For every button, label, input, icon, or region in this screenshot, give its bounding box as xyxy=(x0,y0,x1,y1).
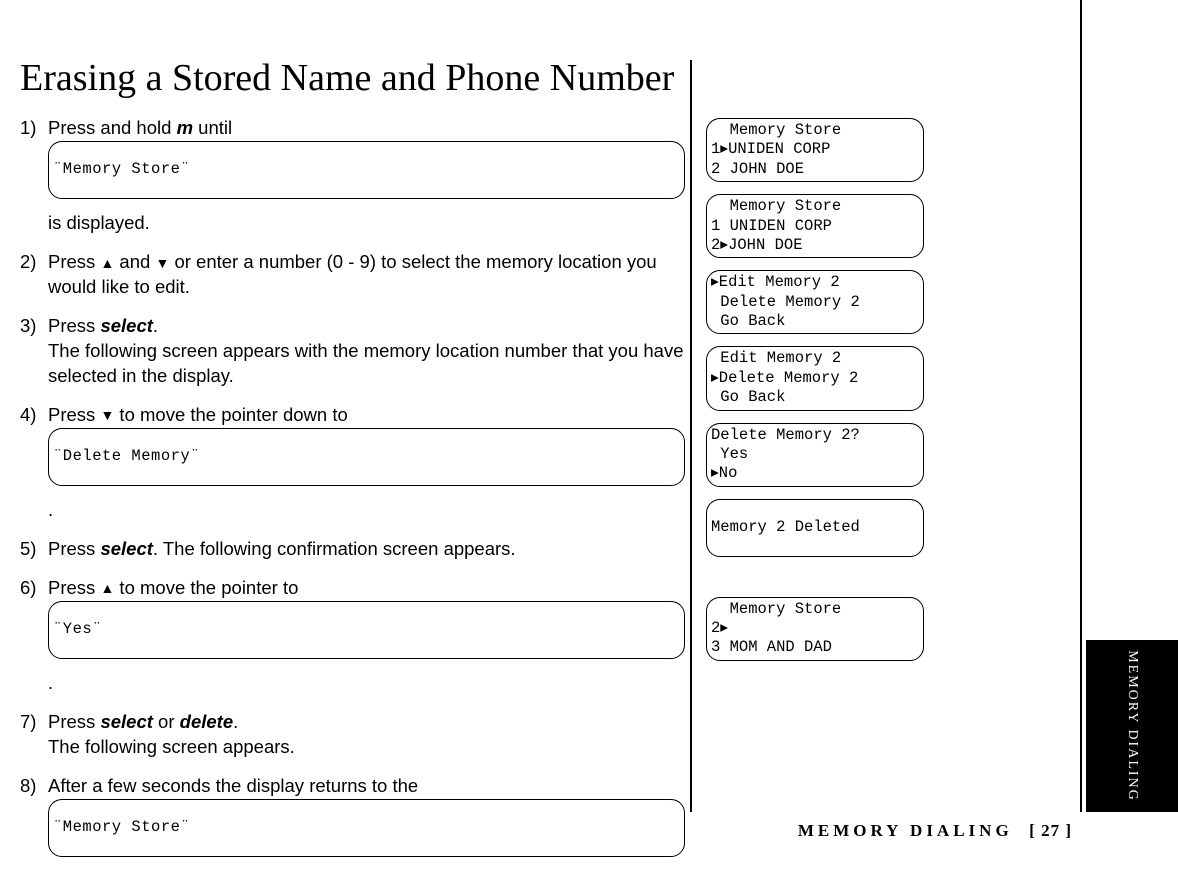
down-arrow-icon: ▼ xyxy=(100,406,114,425)
lcd-line: Go Back xyxy=(711,312,917,331)
lcd-line: Go Back xyxy=(711,388,917,407)
lcd-line: Delete Memory 2? xyxy=(711,426,917,445)
footer-page: [ 27 ] xyxy=(1029,821,1072,840)
text: The following screen appears with the me… xyxy=(48,340,684,386)
text: screen. xyxy=(48,870,109,873)
step-1: 1) Press and hold m until ¨Memory Store¨… xyxy=(20,116,685,236)
up-arrow-icon: ▲ xyxy=(100,254,114,273)
text: to move the pointer to xyxy=(114,577,298,598)
lcd-screen-4: Edit Memory 2 ▸Delete Memory 2 Go Back xyxy=(706,346,924,410)
step-number: 5) xyxy=(20,537,48,562)
lcd-line: Yes xyxy=(711,445,917,464)
step-number: 6) xyxy=(20,576,48,696)
lcd-line: 3 MOM AND DAD xyxy=(711,638,917,657)
page-title: Erasing a Stored Name and Phone Number xyxy=(20,56,674,100)
lcd-line: Memory Store xyxy=(711,121,917,140)
step-number: 1) xyxy=(20,116,48,236)
text: Press xyxy=(48,315,100,336)
text: . xyxy=(48,499,53,520)
step-7: 7) Press select or delete. The following… xyxy=(20,710,685,760)
text: . xyxy=(233,711,238,732)
footer-section: MEMORY DIALING xyxy=(798,821,1013,840)
down-arrow-icon: ▼ xyxy=(155,254,169,273)
step-number: 3) xyxy=(20,314,48,389)
step-text: Press select or delete. The following sc… xyxy=(48,710,685,760)
lcd-screen-1: Memory Store 1▸UNIDEN CORP 2 JOHN DOE xyxy=(706,118,924,182)
lcd-line: 2▸ xyxy=(711,619,917,638)
lcd-line: Memory Store xyxy=(711,600,917,619)
lcd-line: 2▸JOHN DOE xyxy=(711,236,917,255)
side-tab: MEMORY DIALING xyxy=(1086,640,1178,812)
lcd-line: 2 JOHN DOE xyxy=(711,160,917,179)
lcd-line: Delete Memory 2 xyxy=(711,293,917,312)
lcd-screen-3: ▸Edit Memory 2 Delete Memory 2 Go Back xyxy=(706,270,924,334)
lcd-line: ▸Delete Memory 2 xyxy=(711,369,917,388)
step-text: Press ▼ to move the pointer down to ¨Del… xyxy=(48,403,685,523)
step-text: Press ▲ and ▼ or enter a number (0 - 9) … xyxy=(48,250,685,300)
lcd-screens-column: Memory Store 1▸UNIDEN CORP 2 JOHN DOE Me… xyxy=(706,118,924,673)
text: . The following confirmation screen appe… xyxy=(153,538,516,559)
key-delete: delete xyxy=(180,711,233,732)
page-footer: MEMORY DIALING [ 27 ] xyxy=(798,821,1072,841)
text: or xyxy=(153,711,180,732)
text: and xyxy=(114,251,155,272)
text: After a few seconds the display returns … xyxy=(48,775,418,796)
step-text: Press select. The following confirmation… xyxy=(48,537,685,562)
step-text: Press select. The following screen appea… xyxy=(48,314,685,389)
step-4: 4) Press ▼ to move the pointer down to ¨… xyxy=(20,403,685,523)
lcd-screen-2: Memory Store 1 UNIDEN CORP 2▸JOHN DOE xyxy=(706,194,924,258)
key-select: select xyxy=(100,538,152,559)
lcd-screen-5: Delete Memory 2? Yes ▸No xyxy=(706,423,924,487)
rule-vertical-right xyxy=(1080,0,1082,812)
text: Press xyxy=(48,404,100,425)
lcd-line: ▸Edit Memory 2 xyxy=(711,273,917,292)
text: . xyxy=(153,315,158,336)
key-m: m xyxy=(177,117,193,138)
rule-vertical-mid xyxy=(690,60,692,812)
text: . xyxy=(48,672,53,693)
lcd-text: ¨Delete Memory¨ xyxy=(48,428,685,486)
lcd-screen-7: Memory Store 2▸ 3 MOM AND DAD xyxy=(706,597,924,661)
step-5: 5) Press select. The following confirmat… xyxy=(20,537,685,562)
text: Press xyxy=(48,251,100,272)
key-select: select xyxy=(100,315,152,336)
instruction-list: 1) Press and hold m until ¨Memory Store¨… xyxy=(20,116,685,873)
lcd-line: 1▸UNIDEN CORP xyxy=(711,140,917,159)
key-select: select xyxy=(100,711,152,732)
step-text: After a few seconds the display returns … xyxy=(48,774,685,873)
text: until xyxy=(193,117,232,138)
up-arrow-icon: ▲ xyxy=(100,579,114,598)
lcd-text: ¨Yes¨ xyxy=(48,601,685,659)
lcd-line: 1 UNIDEN CORP xyxy=(711,217,917,236)
lcd-text: ¨Memory Store¨ xyxy=(48,799,685,857)
step-3: 3) Press select. The following screen ap… xyxy=(20,314,685,389)
step-text: Press ▲ to move the pointer to ¨Yes¨. xyxy=(48,576,685,696)
step-number: 7) xyxy=(20,710,48,760)
text: The following screen appears. xyxy=(48,736,295,757)
lcd-line: Memory Store xyxy=(711,197,917,216)
lcd-line: Edit Memory 2 xyxy=(711,349,917,368)
text: Press xyxy=(48,577,100,598)
lcd-line: ▸No xyxy=(711,464,917,483)
lcd-line: Memory 2 Deleted xyxy=(711,518,917,537)
text: Press xyxy=(48,538,100,559)
text: Press and hold xyxy=(48,117,177,138)
lcd-text: ¨Memory Store¨ xyxy=(48,141,685,199)
step-6: 6) Press ▲ to move the pointer to ¨Yes¨. xyxy=(20,576,685,696)
step-8: 8) After a few seconds the display retur… xyxy=(20,774,685,873)
step-text: Press and hold m until ¨Memory Store¨ is… xyxy=(48,116,685,236)
text: is displayed. xyxy=(48,212,150,233)
lcd-screen-6: Memory 2 Deleted xyxy=(706,499,924,557)
text: Press xyxy=(48,711,100,732)
step-2: 2) Press ▲ and ▼ or enter a number (0 - … xyxy=(20,250,685,300)
side-tab-label: MEMORY DIALING xyxy=(1124,650,1140,802)
step-number: 2) xyxy=(20,250,48,300)
step-number: 8) xyxy=(20,774,48,873)
text: to move the pointer down to xyxy=(114,404,347,425)
step-number: 4) xyxy=(20,403,48,523)
